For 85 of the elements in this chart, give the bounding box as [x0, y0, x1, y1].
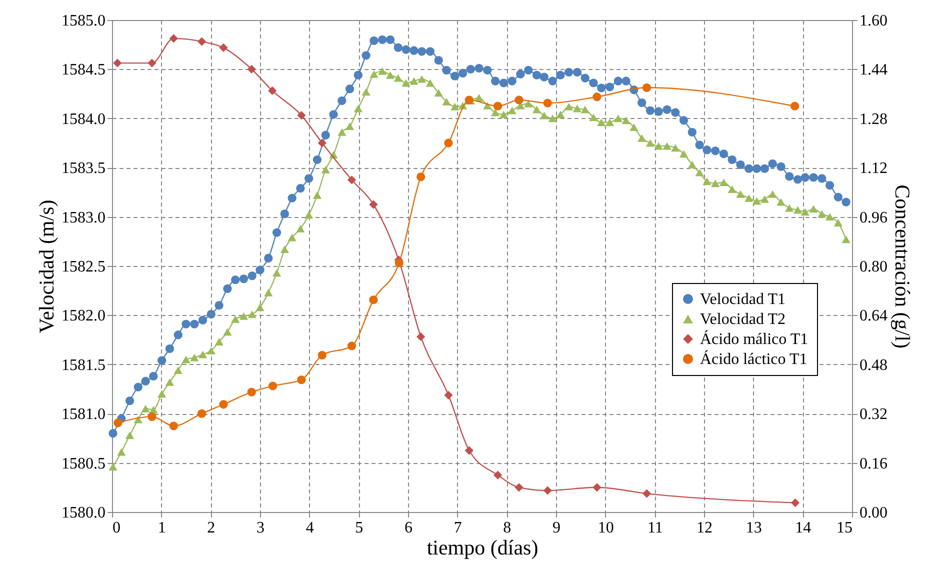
x-tick-label: 15	[836, 520, 852, 536]
point	[247, 64, 256, 74]
point	[416, 172, 426, 182]
point	[197, 409, 206, 418]
point	[219, 400, 228, 409]
y-axis-title: Velocidad (m/s)	[34, 200, 58, 334]
point	[514, 96, 524, 104]
point	[444, 138, 453, 148]
point	[592, 92, 602, 102]
point	[642, 489, 652, 498]
x-tick-label: 4	[306, 520, 314, 536]
y2-tick-label: 0.48	[860, 356, 888, 374]
legend-label: Velocidad T2	[700, 311, 786, 328]
point	[543, 486, 552, 495]
x-tick-label: 0	[112, 520, 120, 536]
point	[268, 382, 278, 390]
point	[543, 98, 552, 108]
y-tick-label: 1581.5	[62, 356, 106, 374]
y2-tick-label: 1.60	[860, 12, 888, 30]
y2-tick-label: 1.12	[860, 160, 888, 178]
legend-label: Velocidad T1	[700, 291, 786, 308]
legend-label: Ácido málico T1	[700, 330, 808, 348]
y2-axis-title: Concentración (g/l)	[890, 184, 914, 348]
y-tick-label: 1580.5	[62, 455, 106, 472]
point	[347, 342, 356, 350]
x-tick-label: 3	[256, 520, 264, 536]
point	[318, 350, 326, 360]
point	[369, 200, 378, 209]
y2-tick-label: 0.00	[860, 504, 888, 522]
x-tick-label: 10	[598, 520, 614, 536]
y2-tick-label: 1.28	[860, 110, 888, 128]
legend-label: Ácido láctico T1	[700, 350, 808, 368]
x-tick-label: 5	[355, 520, 364, 536]
point	[394, 258, 404, 268]
point	[114, 418, 122, 428]
point	[169, 422, 178, 430]
y2-tick-label: 0.64	[860, 308, 888, 325]
x-tick-label: 8	[503, 520, 512, 536]
x-tick-label: 11	[647, 520, 663, 536]
point	[416, 332, 426, 342]
point	[297, 110, 306, 120]
point	[369, 296, 378, 304]
point	[197, 37, 206, 46]
point	[790, 498, 800, 508]
point	[592, 483, 602, 492]
x-tick-label: 7	[454, 520, 462, 536]
x-tick-label: 13	[746, 520, 762, 536]
point	[444, 390, 453, 400]
y-tick-label: 1584.0	[62, 110, 106, 128]
point	[318, 138, 326, 148]
y-tick-label: 1582.0	[62, 308, 106, 325]
y-tick-label: 1583.0	[62, 209, 106, 226]
point	[148, 412, 156, 421]
y2-tick-label: 1.44	[860, 62, 888, 79]
point	[297, 375, 306, 384]
x-axis-title: tiempo (días)	[426, 536, 538, 560]
x-tick-label: 14	[795, 520, 812, 536]
point	[148, 58, 156, 68]
point	[268, 86, 277, 96]
x-tick-label: 6	[404, 520, 412, 536]
x-tick-label: 9	[552, 520, 560, 536]
point	[514, 483, 524, 492]
y2-tick-label: 0.32	[860, 406, 888, 424]
point	[493, 470, 502, 480]
point	[347, 176, 356, 184]
y2-tick-label: 0.96	[860, 209, 888, 226]
y-tick-label: 1585.0	[62, 12, 106, 30]
point	[169, 34, 178, 43]
y-tick-label: 1581.0	[62, 406, 106, 424]
point	[493, 102, 502, 110]
x-tick-label: 12	[696, 520, 712, 536]
x-tick-label: 2	[207, 520, 216, 536]
point	[219, 43, 228, 52]
point	[642, 83, 652, 92]
y2-tick-label: 0.16	[860, 455, 888, 472]
point	[790, 102, 800, 110]
x-tick-label: 1	[158, 520, 166, 536]
y-tick-label: 1582.5	[62, 258, 106, 276]
point	[113, 58, 122, 68]
point	[464, 446, 474, 455]
y2-tick-label: 0.80	[860, 258, 888, 276]
y-tick-label: 1580.0	[62, 504, 106, 522]
point	[247, 388, 256, 396]
y-tick-label: 1584.5	[62, 62, 106, 79]
y-tick-label: 1583.5	[62, 160, 106, 178]
